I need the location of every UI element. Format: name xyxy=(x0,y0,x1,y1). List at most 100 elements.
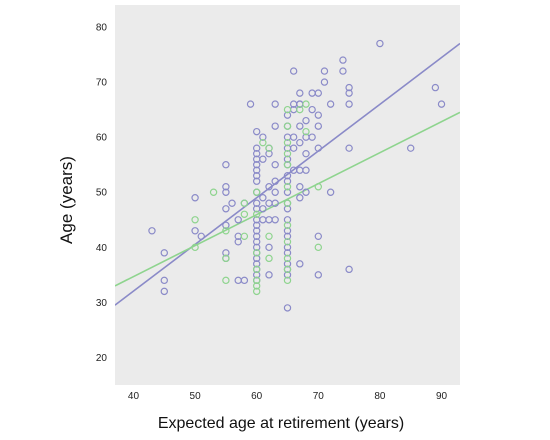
data-point xyxy=(160,276,168,285)
data-point xyxy=(222,276,230,285)
data-point xyxy=(265,149,273,158)
data-point xyxy=(345,83,353,92)
data-point xyxy=(283,265,292,274)
data-point xyxy=(283,105,292,114)
data-point xyxy=(252,260,261,268)
y-tick-label: 60 xyxy=(96,133,108,144)
data-point xyxy=(271,216,279,224)
data-point xyxy=(265,271,273,279)
data-point xyxy=(296,105,304,114)
data-point xyxy=(345,100,353,108)
data-point xyxy=(296,122,304,130)
data-point xyxy=(240,199,249,207)
data-point xyxy=(314,183,323,191)
data-point xyxy=(437,100,446,108)
data-point xyxy=(191,227,199,235)
data-point xyxy=(265,183,273,191)
data-point xyxy=(289,67,298,75)
data-point xyxy=(259,138,267,147)
data-point xyxy=(252,221,261,229)
data-point xyxy=(252,265,261,274)
data-point xyxy=(314,111,323,119)
data-point xyxy=(314,232,323,241)
data-point xyxy=(345,265,353,274)
data-point xyxy=(283,177,292,185)
data-point xyxy=(259,205,267,213)
data-point xyxy=(283,183,292,191)
data-point xyxy=(259,133,267,141)
data-point xyxy=(265,144,273,152)
data-point xyxy=(222,183,230,191)
data-point xyxy=(283,205,292,213)
data-point xyxy=(289,133,298,141)
data-point xyxy=(252,172,261,180)
data-point xyxy=(296,138,304,147)
data-point xyxy=(302,116,310,125)
data-point xyxy=(160,287,168,296)
data-point xyxy=(240,210,249,218)
data-point xyxy=(222,254,230,263)
data-point xyxy=(314,122,323,130)
data-point xyxy=(283,304,292,312)
data-point xyxy=(259,194,267,202)
data-point xyxy=(302,149,310,158)
data-point xyxy=(252,144,261,152)
data-point xyxy=(339,56,347,64)
data-point xyxy=(296,183,304,191)
data-point xyxy=(308,105,316,114)
data-point xyxy=(283,227,292,235)
data-point xyxy=(271,122,279,130)
x-tick-label: 60 xyxy=(251,391,263,402)
data-point xyxy=(252,127,261,136)
data-point xyxy=(265,254,273,263)
data-point xyxy=(302,188,310,196)
data-point xyxy=(222,188,230,196)
data-points xyxy=(148,39,446,312)
data-point xyxy=(197,232,205,241)
data-point xyxy=(271,199,279,207)
data-point xyxy=(283,161,292,169)
data-point xyxy=(339,67,347,75)
data-point xyxy=(191,216,199,224)
axis-ticks: 40 50 60 70 80 90 20 30 40 50 60 70 80 xyxy=(96,23,448,402)
data-point xyxy=(283,149,292,158)
data-point xyxy=(283,254,292,263)
data-point xyxy=(302,166,310,174)
y-tick-label: 40 xyxy=(96,243,108,254)
x-tick-label: 70 xyxy=(313,391,325,402)
data-point xyxy=(302,127,310,136)
data-point xyxy=(222,161,230,169)
data-point xyxy=(283,138,292,147)
y-tick-label: 30 xyxy=(96,298,108,309)
data-point xyxy=(252,282,261,290)
data-point xyxy=(283,243,292,252)
data-point xyxy=(191,243,199,252)
data-point xyxy=(326,188,335,196)
data-point xyxy=(252,254,261,263)
fit-lines xyxy=(115,42,460,306)
data-point xyxy=(314,144,323,152)
y-axis-title: Age (years) xyxy=(57,156,76,244)
data-point xyxy=(283,221,292,229)
data-point xyxy=(234,216,242,224)
data-point xyxy=(320,78,329,86)
data-point xyxy=(252,249,261,257)
data-point xyxy=(252,276,261,285)
data-point xyxy=(283,155,292,163)
data-point xyxy=(246,100,255,108)
y-tick-label: 20 xyxy=(96,353,108,364)
data-point xyxy=(252,210,261,218)
data-point xyxy=(160,249,168,257)
data-point xyxy=(283,188,292,196)
data-point xyxy=(283,199,292,207)
x-axis-title: Expected age at retirement (years) xyxy=(158,415,404,432)
data-point xyxy=(314,243,323,252)
data-point xyxy=(209,188,218,196)
data-point xyxy=(259,155,267,163)
data-point xyxy=(271,177,279,185)
data-point xyxy=(308,133,316,141)
data-point xyxy=(240,276,249,285)
data-point xyxy=(345,89,353,97)
y-tick-label: 70 xyxy=(96,78,108,89)
